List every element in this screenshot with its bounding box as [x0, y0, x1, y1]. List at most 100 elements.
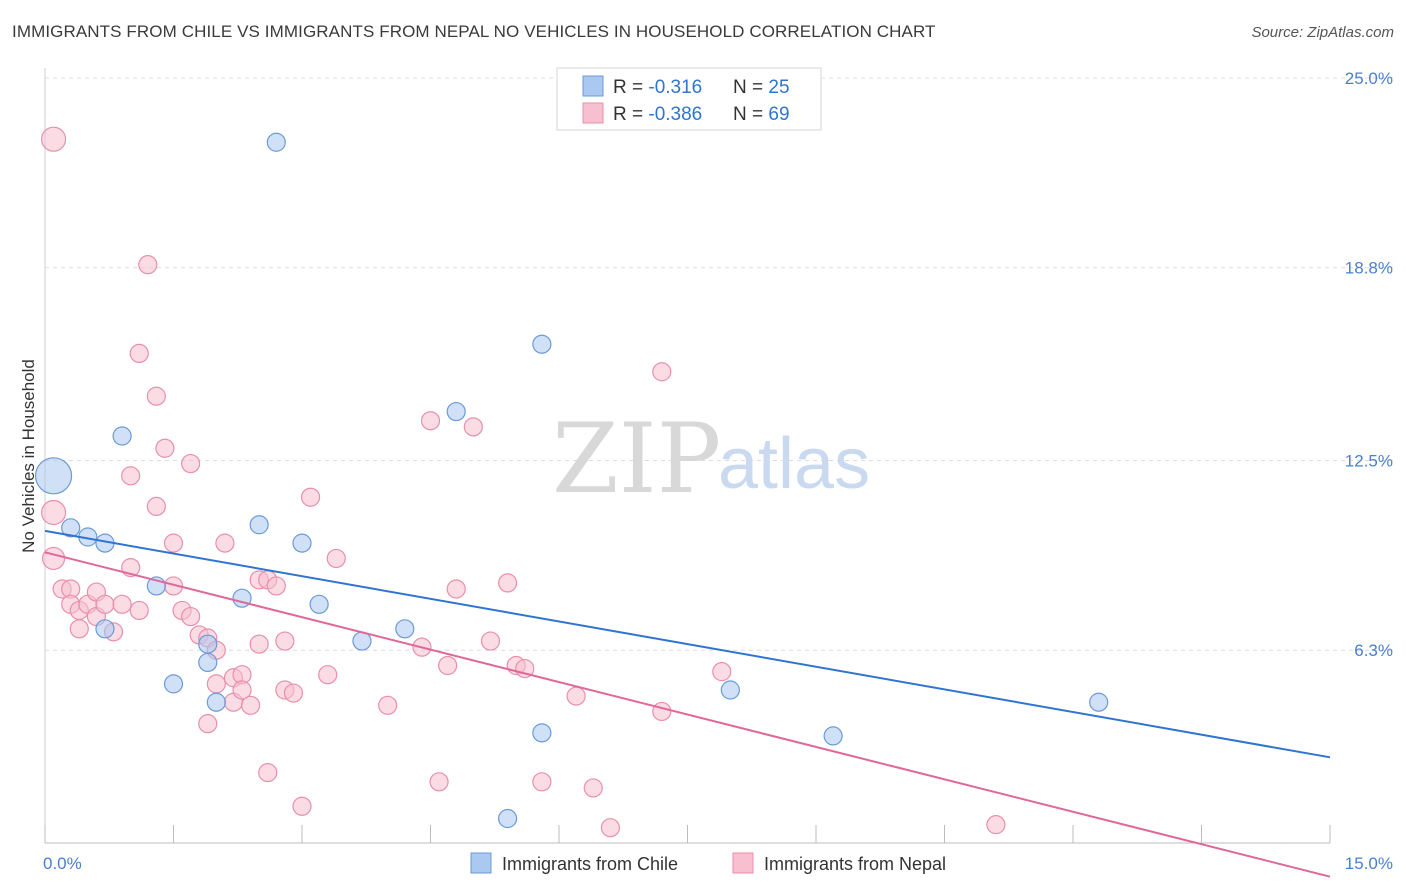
- nepal-point-44: [275, 631, 295, 651]
- chile-point-5: [95, 619, 115, 639]
- y-tick-label-3: 25.0%: [1345, 69, 1393, 88]
- nepal-point-23: [163, 533, 184, 553]
- chile-point-17: [395, 619, 415, 639]
- chile-point-18: [446, 401, 466, 422]
- watermark: ZIP atlas: [552, 403, 870, 515]
- chile-point-12: [249, 515, 269, 535]
- nepal-point-62: [566, 686, 586, 706]
- nepal-point-64: [600, 818, 621, 838]
- nepal-point-68: [986, 815, 1006, 835]
- tick-labels: 6.3% 12.5% 18.8% 25.0% 0.0% 15.0%: [43, 69, 1393, 873]
- legend-swatch-chile: [582, 75, 604, 97]
- legend-r-value-chile: -0.316: [648, 77, 702, 98]
- series-legend: Immigrants from Chile Immigrants from Ne…: [470, 852, 946, 874]
- watermark-atlas: atlas: [718, 424, 870, 504]
- chile-point-15: [309, 594, 329, 614]
- nepal-point-61: [532, 772, 552, 792]
- nepal-point-25: [181, 453, 201, 474]
- nepal-point-67: [712, 662, 732, 682]
- nepal-point-66: [652, 701, 672, 722]
- y-axis-title: No Vehicles in Household: [19, 359, 38, 553]
- nepal-point-52: [420, 411, 441, 431]
- nepal-point-42: [266, 576, 286, 596]
- legend-swatch-nepal: [582, 102, 604, 124]
- chile-point-19: [498, 808, 518, 829]
- chile-point-23: [823, 726, 843, 746]
- nepal-point-45: [283, 683, 304, 703]
- chile-point-1: [61, 518, 81, 538]
- nepal-point-47: [300, 487, 321, 507]
- nepal-point-0: [40, 126, 67, 152]
- chile-point-0: [34, 457, 73, 495]
- svg-text:N = 69: N = 69: [733, 104, 790, 125]
- nepal-point-36: [232, 680, 252, 700]
- nepal-point-58: [498, 573, 518, 593]
- legend-n-label-chile: N =: [733, 77, 768, 98]
- bottom-legend-label-chile: Immigrants from Chile: [502, 854, 678, 874]
- chile-point-8: [198, 652, 218, 673]
- chile-point-22: [720, 680, 740, 700]
- chile-point-9: [198, 634, 218, 654]
- nepal-point-20: [146, 386, 166, 406]
- y-tick-label-0: 6.3%: [1354, 641, 1393, 660]
- nepal-point-29: [198, 714, 218, 734]
- legend-n-value-nepal: 69: [768, 104, 789, 125]
- chile-point-24: [1089, 692, 1109, 712]
- nepal-point-57: [480, 631, 501, 651]
- nepal-point-53: [429, 772, 449, 792]
- nepal-point-32: [215, 533, 235, 553]
- nepal-point-65: [652, 362, 672, 382]
- legend-r-label-chile: R =: [613, 77, 648, 98]
- grid-lines: [45, 77, 1395, 651]
- nepal-points: [40, 126, 1006, 838]
- stats-legend: R = -0.316 N = 25 R = -0.386 N = 69: [556, 67, 822, 131]
- chile-point-14: [292, 533, 312, 553]
- nepal-point-21: [155, 438, 175, 458]
- legend-r-label-nepal: R =: [613, 104, 648, 125]
- bottom-legend-label-nepal: Immigrants from Nepal: [764, 854, 946, 874]
- nepal-trend-line: [44, 551, 1331, 878]
- nepal-point-54: [438, 655, 458, 676]
- nepal-point-56: [463, 417, 483, 437]
- chile-point-7: [163, 674, 184, 694]
- bottom-legend-swatch-chile: [470, 852, 492, 874]
- nepal-point-17: [129, 343, 149, 363]
- nepal-point-16: [129, 600, 149, 621]
- chile-point-21: [532, 723, 552, 743]
- svg-text:R = -0.316: R = -0.316: [613, 77, 702, 98]
- trend-lines: [44, 529, 1331, 878]
- y-tick-label-1: 12.5%: [1345, 452, 1393, 471]
- svg-text:R = -0.386: R = -0.386: [613, 104, 702, 125]
- x-tick-label-0: 0.0%: [43, 854, 82, 873]
- chart-source: Source: ZipAtlas.com: [1251, 24, 1394, 41]
- watermark-zip: ZIP: [552, 403, 721, 515]
- chile-point-20: [532, 334, 552, 354]
- nepal-point-41: [258, 763, 278, 783]
- nepal-point-30: [206, 674, 226, 694]
- nepal-point-37: [241, 695, 261, 715]
- nepal-point-19: [146, 496, 166, 516]
- chart-title: IMMIGRANTS FROM CHILE VS IMMIGRANTS FROM…: [12, 22, 936, 41]
- nepal-point-7: [69, 619, 89, 639]
- svg-text:N = 25: N = 25: [733, 77, 790, 98]
- nepal-point-39: [249, 634, 269, 654]
- legend-n-label-nepal: N =: [733, 104, 768, 125]
- y-tick-label-2: 18.8%: [1345, 259, 1393, 278]
- nepal-point-63: [583, 778, 603, 798]
- nepal-point-2: [41, 546, 66, 571]
- legend-r-value-nepal: -0.386: [648, 104, 702, 125]
- chile-point-13: [266, 132, 286, 152]
- nepal-point-13: [112, 594, 132, 614]
- nepal-point-11: [95, 594, 115, 614]
- nepal-point-14: [121, 466, 141, 486]
- nepal-point-26: [181, 606, 201, 627]
- nepal-point-18: [138, 255, 158, 275]
- nepal-point-1: [40, 499, 67, 526]
- x-tick-label-1: 15.0%: [1345, 854, 1393, 873]
- bottom-legend-swatch-nepal: [732, 852, 754, 874]
- nepal-point-55: [446, 579, 466, 599]
- nepal-point-48: [318, 665, 338, 685]
- axes: [44, 68, 1331, 844]
- chile-point-10: [206, 692, 226, 712]
